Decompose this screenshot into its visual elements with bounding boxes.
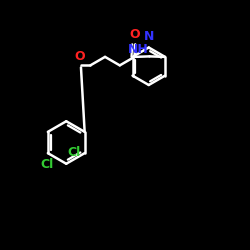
Text: O: O [74, 50, 85, 63]
Text: Cl: Cl [68, 146, 81, 159]
Text: Cl: Cl [40, 158, 53, 171]
Text: N: N [144, 30, 154, 44]
Text: O: O [130, 28, 140, 41]
Text: NH: NH [128, 42, 148, 56]
